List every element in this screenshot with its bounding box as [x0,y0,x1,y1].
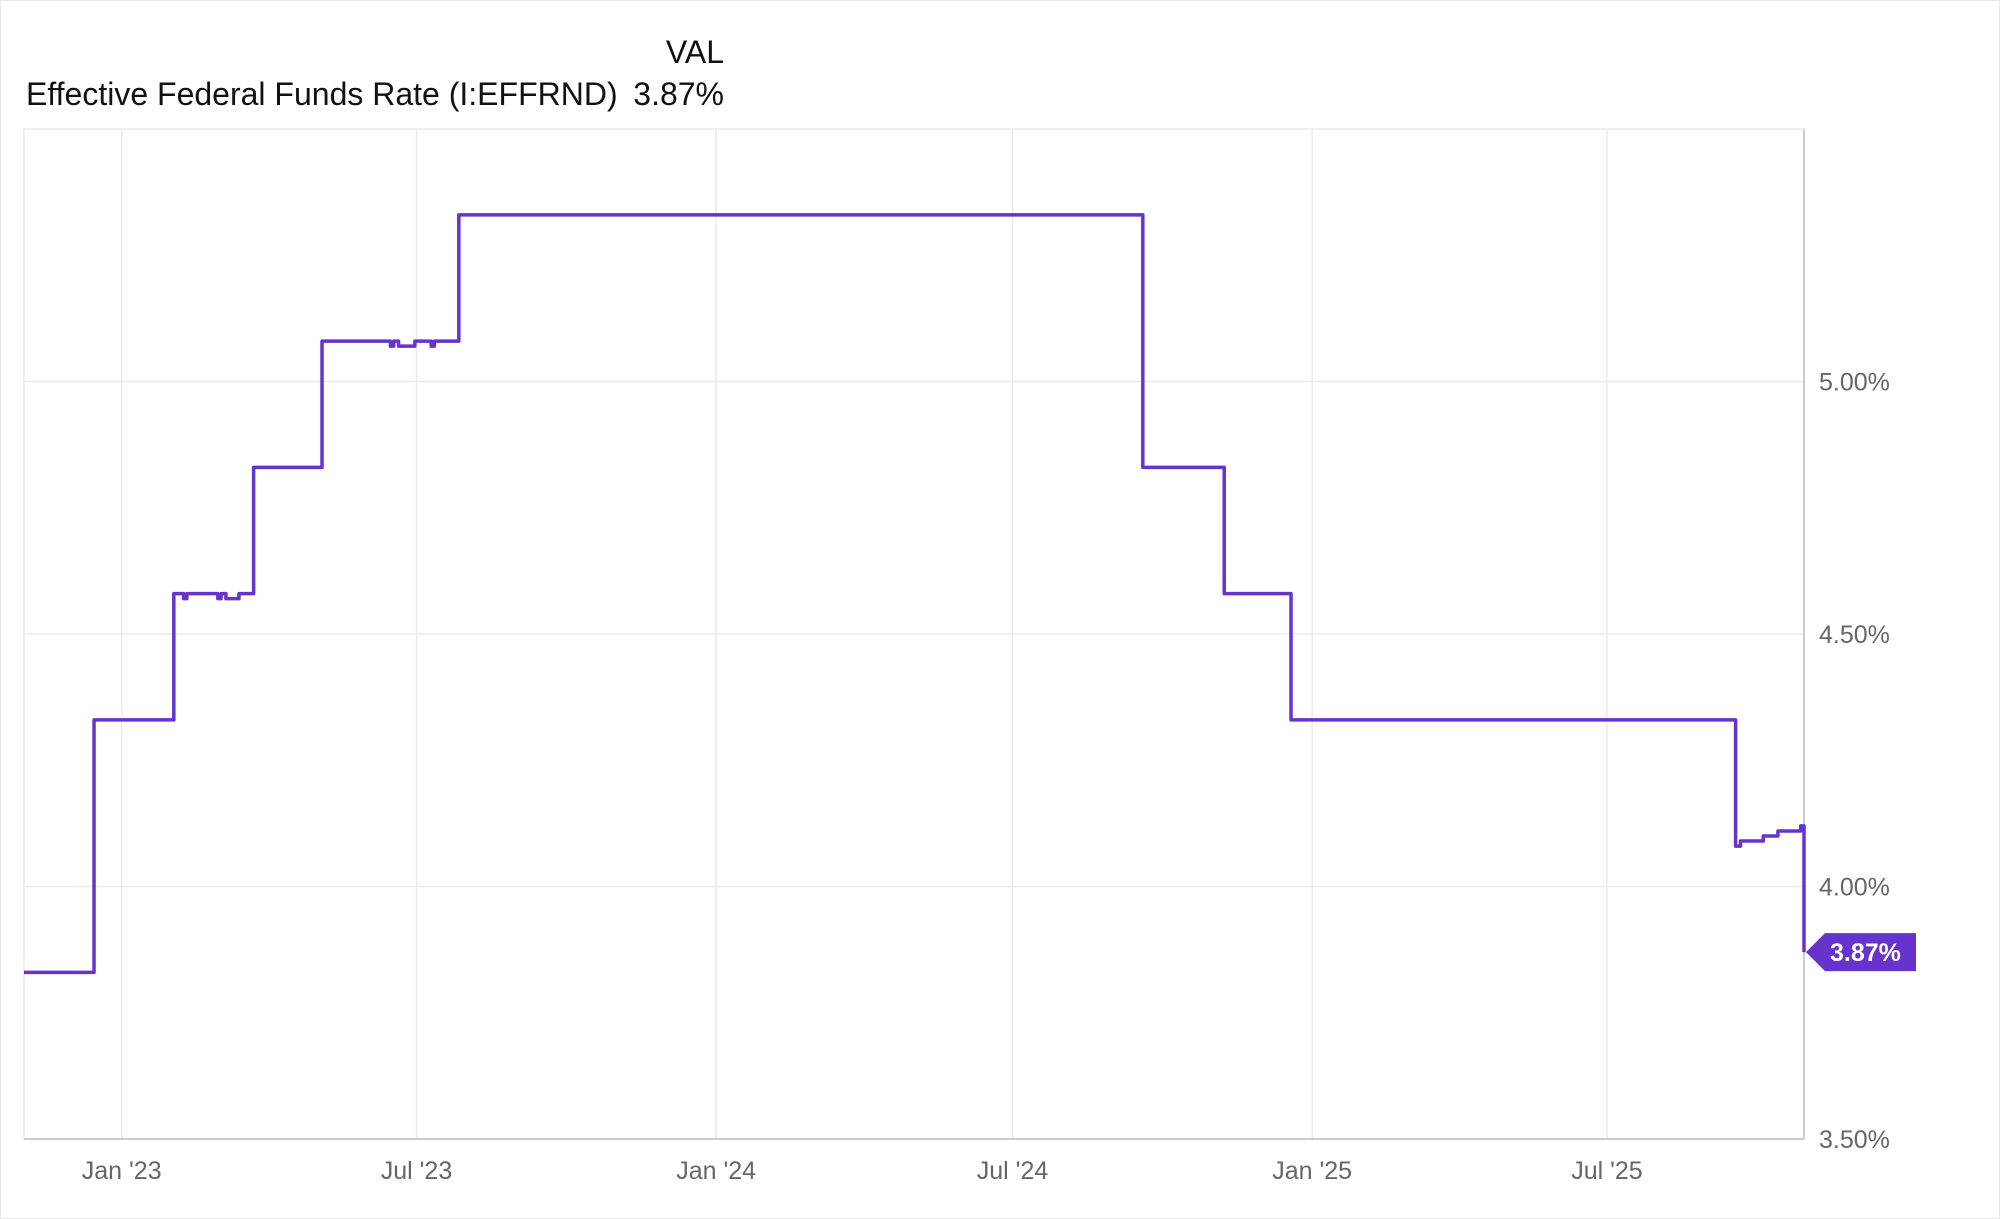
y-tick-label: 5.00% [1819,369,1890,397]
x-tick-label: Jul '24 [977,1157,1049,1185]
x-tick-label: Jan '24 [676,1157,756,1185]
legend-series-value: 3.87% [633,76,724,112]
x-tick-label: Jan '23 [82,1157,162,1185]
y-tick-label: 4.00% [1819,874,1890,902]
last-value-label: 3.87% [1830,939,1901,967]
legend-series-name: Effective Federal Funds Rate (I:EFFRND) [26,76,618,112]
legend-column-header: VAL [665,34,724,70]
series-line [24,213,1806,975]
last-value-badge [1806,933,1916,972]
y-tick-label: 3.50% [1819,1126,1890,1154]
y-tick-label: 4.50% [1819,621,1890,649]
x-tick-label: Jan '25 [1272,1157,1352,1185]
x-tick-label: Jul '23 [381,1157,452,1185]
x-tick-label: Jul '25 [1571,1157,1642,1185]
